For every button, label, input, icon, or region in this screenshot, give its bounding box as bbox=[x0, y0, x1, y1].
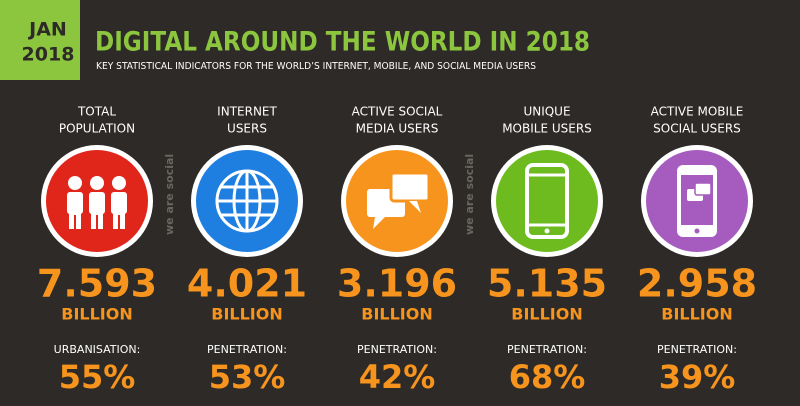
columns: TOTALPOPULATION7.593BILLIONURBANISATION:… bbox=[37, 105, 757, 397]
icon-part bbox=[544, 228, 550, 234]
stat-value: 7.593 bbox=[37, 262, 157, 306]
icon-part bbox=[67, 192, 83, 214]
stat-label: INTERNET bbox=[217, 105, 277, 119]
sub-value: 42% bbox=[359, 358, 436, 396]
watermark: we are social bbox=[163, 154, 176, 235]
icon-part bbox=[373, 217, 385, 229]
stat-label: ACTIVE MOBILE bbox=[651, 105, 744, 119]
stat-label: UNIQUE bbox=[523, 105, 570, 119]
watermark: we are social bbox=[463, 154, 476, 235]
icon-part bbox=[694, 228, 700, 234]
icon-part bbox=[90, 176, 104, 190]
sub-value: 39% bbox=[659, 358, 736, 396]
stat-label: MOBILE USERS bbox=[502, 122, 592, 136]
date-badge bbox=[0, 0, 80, 80]
icon-part bbox=[389, 171, 431, 203]
icon-part bbox=[89, 192, 105, 214]
stat-value: 3.196 bbox=[337, 262, 457, 306]
stat-label: USERS bbox=[227, 122, 267, 136]
stat-unit: BILLION bbox=[211, 305, 282, 324]
stat-value: 2.958 bbox=[637, 262, 757, 306]
icon-part bbox=[694, 182, 712, 196]
stat-unit: BILLION bbox=[661, 305, 732, 324]
stat-value: 4.021 bbox=[187, 262, 307, 306]
icon-part bbox=[112, 176, 126, 190]
stat-unit: BILLION bbox=[61, 305, 132, 324]
stat-label: POPULATION bbox=[59, 122, 135, 136]
badge-year: 2018 bbox=[22, 44, 75, 66]
stat-unit: BILLION bbox=[511, 305, 582, 324]
sub-label: URBANISATION: bbox=[54, 343, 141, 356]
sub-label: PENETRATION: bbox=[657, 343, 737, 356]
icon-part bbox=[409, 201, 421, 213]
icon-part bbox=[111, 192, 127, 214]
sub-label: PENETRATION: bbox=[207, 343, 287, 356]
stat-label: SOCIAL USERS bbox=[653, 122, 741, 136]
sub-label: PENETRATION: bbox=[507, 343, 587, 356]
stat-label: TOTAL bbox=[77, 105, 116, 119]
stat-label: MEDIA USERS bbox=[356, 122, 439, 136]
title: DIGITAL AROUND THE WORLD IN 2018 bbox=[95, 27, 590, 58]
subtitle: KEY STATISTICAL INDICATORS FOR THE WORLD… bbox=[96, 61, 536, 72]
sub-value: 53% bbox=[209, 358, 286, 396]
sub-value: 68% bbox=[509, 358, 586, 396]
stat-unit: BILLION bbox=[361, 305, 432, 324]
icon-circle bbox=[496, 150, 598, 252]
stat-value: 5.135 bbox=[487, 262, 607, 306]
badge-month: JAN bbox=[27, 19, 67, 41]
stat-label: ACTIVE SOCIAL bbox=[352, 105, 443, 119]
sub-value: 55% bbox=[59, 358, 136, 396]
icon-part bbox=[68, 176, 82, 190]
icon-part bbox=[525, 163, 569, 239]
sub-label: PENETRATION: bbox=[357, 343, 437, 356]
